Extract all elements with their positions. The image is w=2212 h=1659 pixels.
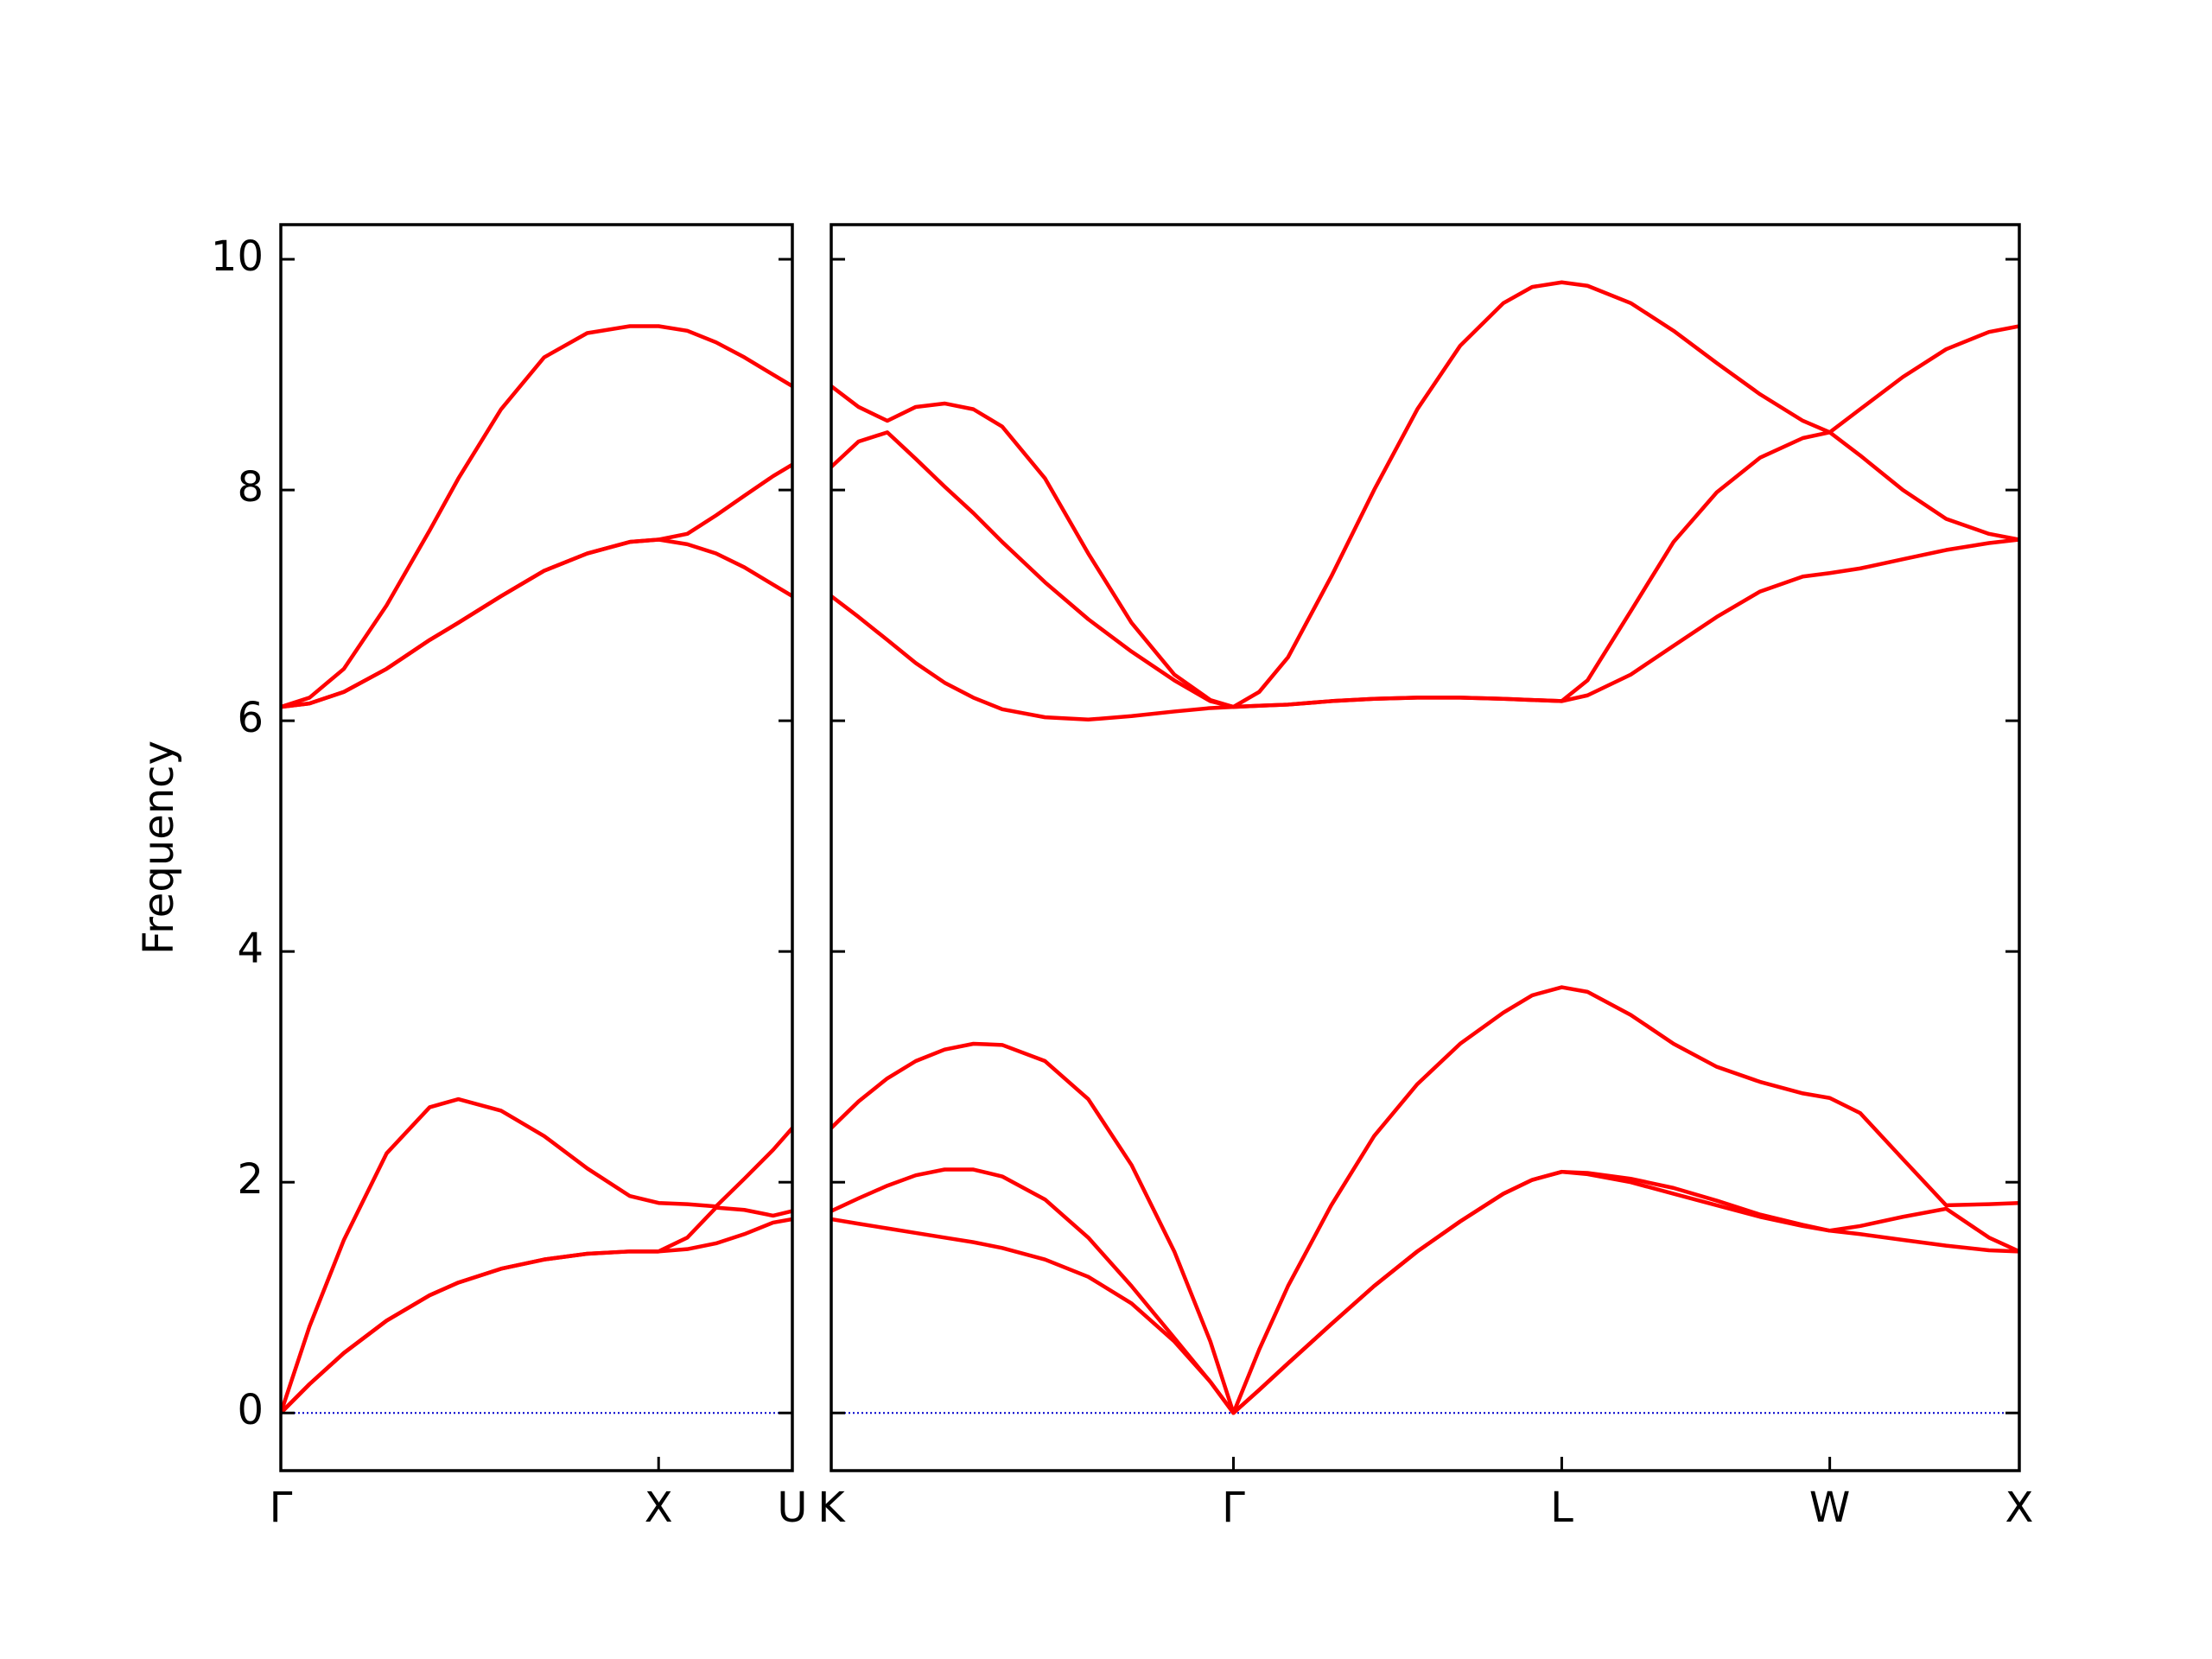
x-tick-label: Γ (1222, 1484, 1245, 1532)
axes-frame (830, 223, 2021, 1472)
x-tick-label: W (1809, 1484, 1850, 1532)
band-line (281, 1217, 792, 1414)
y-tick-label: 10 (211, 232, 264, 281)
band-line (831, 280, 2019, 709)
band-line (831, 537, 2019, 722)
band-line (281, 1096, 792, 1414)
y-tick-label: 4 (237, 925, 264, 973)
band-line (831, 1167, 2019, 1415)
band-line (281, 537, 792, 709)
y-tick-label: 0 (237, 1386, 264, 1434)
band-line (281, 462, 792, 709)
x-tick-label: L (1550, 1484, 1573, 1532)
y-tick-label: 2 (237, 1155, 264, 1204)
x-tick-label: Γ (270, 1484, 293, 1532)
x-tick-label: X (2005, 1484, 2034, 1532)
y-axis-label: Frequency (135, 741, 183, 955)
band-line (831, 430, 2019, 709)
band-line (281, 1205, 792, 1414)
axes-frame (279, 223, 794, 1472)
band-line (831, 1169, 2019, 1415)
band-line (831, 985, 2019, 1415)
band-line (281, 324, 792, 709)
x-tick-label: U (777, 1484, 807, 1532)
y-tick-label: 6 (237, 694, 264, 742)
y-tick-label: 8 (237, 463, 264, 512)
x-tick-label: X (645, 1484, 673, 1532)
x-tick-label: K (817, 1484, 846, 1532)
